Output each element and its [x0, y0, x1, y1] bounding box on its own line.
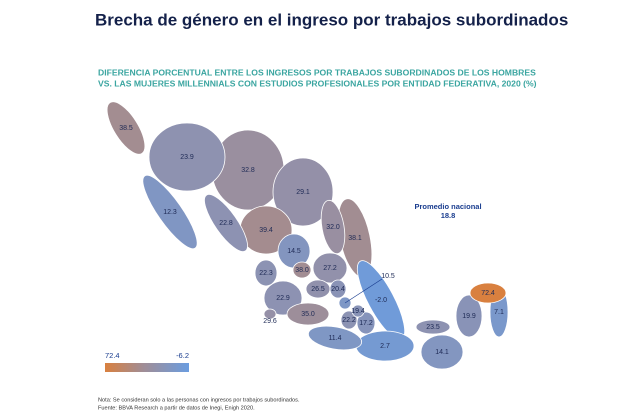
state-value: 38.0: [295, 267, 309, 274]
state-value: 27.2: [323, 265, 337, 272]
state-region: [204, 194, 248, 252]
state-value: 11.4: [328, 335, 341, 342]
state-value: 19.9: [462, 313, 476, 320]
state-value: 32.0: [326, 224, 340, 231]
state-value: 20.4: [331, 286, 345, 293]
state-value: 39.4: [259, 227, 273, 234]
state-value: 17.2: [359, 320, 373, 327]
state-region: [469, 282, 507, 304]
state-value: 23.5: [426, 324, 440, 331]
state-region: [455, 294, 483, 338]
state-value: 7.1: [494, 309, 504, 316]
state-region: [254, 259, 278, 287]
state-value: 10.5: [381, 273, 395, 280]
state-region: [312, 252, 348, 284]
legend-min: -6.2: [176, 351, 189, 360]
map-subtitle: DIFERENCIA PORCENTUAL ENTRE LOS INGRESOS…: [98, 67, 536, 77]
state-region: [329, 279, 347, 299]
state-value: 22.3: [259, 270, 273, 277]
state-value: 29.1: [296, 189, 310, 196]
state-region: [106, 101, 146, 155]
state-region: [286, 302, 330, 326]
state-value: 22.8: [219, 220, 233, 227]
state-region: [142, 174, 198, 250]
state-region: [148, 122, 226, 192]
state-value: 14.5: [287, 248, 301, 255]
state-value: 23.9: [180, 154, 194, 161]
state-value: 38.1: [348, 235, 362, 242]
state-value: 19.4: [351, 308, 365, 315]
state-value: 2.7: [380, 343, 390, 350]
state-value: 38.5: [119, 125, 133, 132]
state-value: 22.2: [342, 317, 356, 324]
state-region: [340, 310, 358, 330]
state-region: [263, 308, 277, 320]
state-region: [272, 157, 334, 227]
state-value: 29.6: [263, 318, 277, 325]
leader-line: [344, 278, 383, 304]
page-title: Brecha de género en el ingreso por traba…: [95, 10, 568, 29]
state-region: [420, 334, 464, 370]
state-value: 72.4: [481, 290, 495, 297]
state-value: 26.5: [311, 286, 325, 293]
state-value: 32.8: [241, 167, 255, 174]
state-region: [320, 199, 346, 255]
legend-max: 72.4: [105, 351, 120, 360]
state-region: [292, 261, 312, 279]
state-value: 22.9: [276, 295, 290, 302]
map-subtitle: VS. LAS MUJERES MILLENNIALS CON ESTUDIOS…: [98, 78, 537, 88]
regions: 23.9 32.8 29.1 38.1 32.0 12.3 38.5 22.8 39.4 14.5…: [106, 101, 509, 370]
source: Fuente: BBVA Research a partir de datos …: [98, 405, 255, 411]
state-value: 12.3: [163, 209, 177, 216]
legend-bar: [105, 363, 189, 372]
state-region: [356, 311, 376, 335]
state-region: [351, 304, 365, 318]
state-value: -2.0: [375, 297, 387, 304]
average-label: Promedio nacional: [414, 202, 481, 211]
state-value: 35.0: [301, 311, 315, 318]
state-value: 14.1: [435, 349, 449, 356]
state-region: [415, 319, 451, 335]
state-region: [307, 325, 363, 351]
average-value: 18.8: [441, 211, 456, 220]
footnote: Nota: Se consideran solo a las personas …: [98, 397, 300, 403]
